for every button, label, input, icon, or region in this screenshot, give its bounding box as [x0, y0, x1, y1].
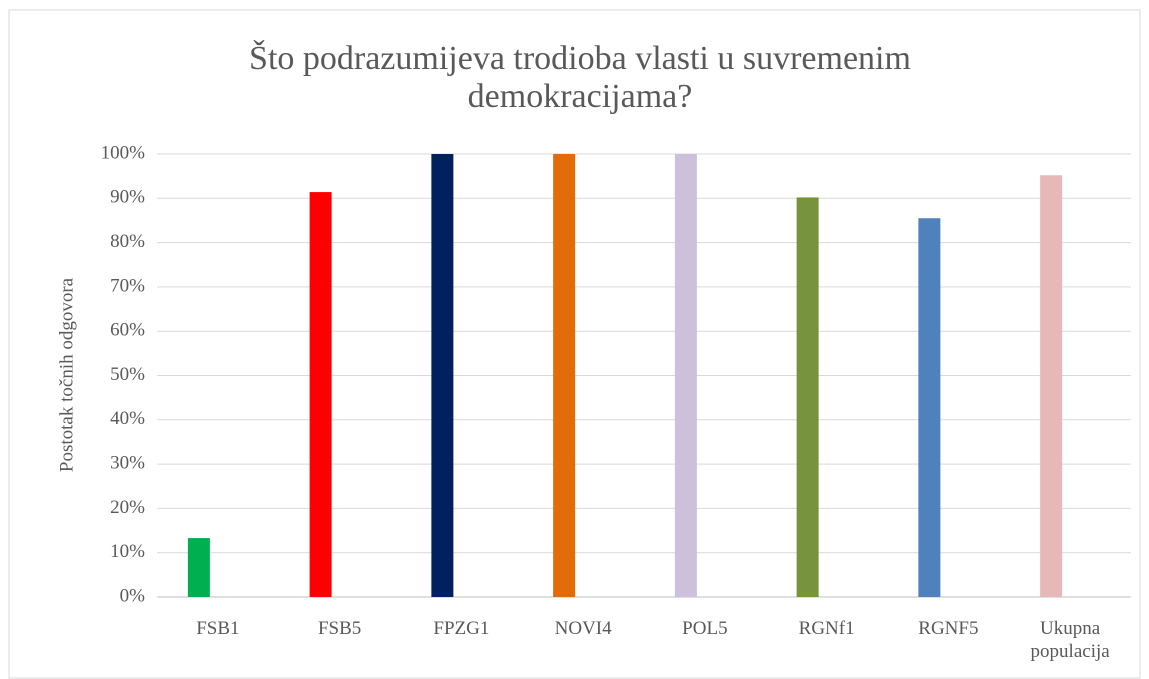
bar [431, 154, 454, 597]
x-tick-label: NOVI4 [554, 618, 612, 639]
y-tick-label: 50% [110, 364, 145, 385]
bar [674, 154, 697, 597]
x-tick-label: RGNf1 [798, 618, 855, 639]
bar [1040, 175, 1063, 598]
y-tick-label: 70% [110, 275, 145, 296]
x-tick-label: FPZG1 [433, 618, 490, 639]
x-tick-label: POL5 [682, 618, 728, 639]
bar [309, 192, 332, 597]
bar [918, 218, 941, 598]
y-tick-label: 80% [110, 231, 145, 252]
chart-frame [8, 9, 1141, 679]
chart-title: Što podrazumijeva trodioba vlasti u suvr… [249, 40, 911, 115]
y-tick-label: 100% [101, 142, 146, 163]
y-tick-label: 90% [110, 187, 145, 208]
x-tick-label: RGNF5 [918, 618, 979, 639]
x-tick-label: FSB5 [317, 618, 362, 639]
x-tick-label: FSB1 [196, 618, 240, 639]
y-tick-label: 30% [110, 452, 145, 473]
bar [553, 154, 576, 597]
y-tick-label: 20% [110, 497, 145, 518]
bar [187, 538, 210, 597]
x-tick-label: Ukupna populacija [1030, 618, 1110, 662]
y-tick-label: 10% [110, 541, 145, 562]
y-axis-label: Postotak točnih odgovora [56, 277, 77, 472]
y-tick-label: 0% [120, 585, 146, 606]
y-tick-label: 60% [110, 320, 145, 341]
y-tick-label: 40% [110, 408, 145, 429]
bar [796, 197, 819, 597]
